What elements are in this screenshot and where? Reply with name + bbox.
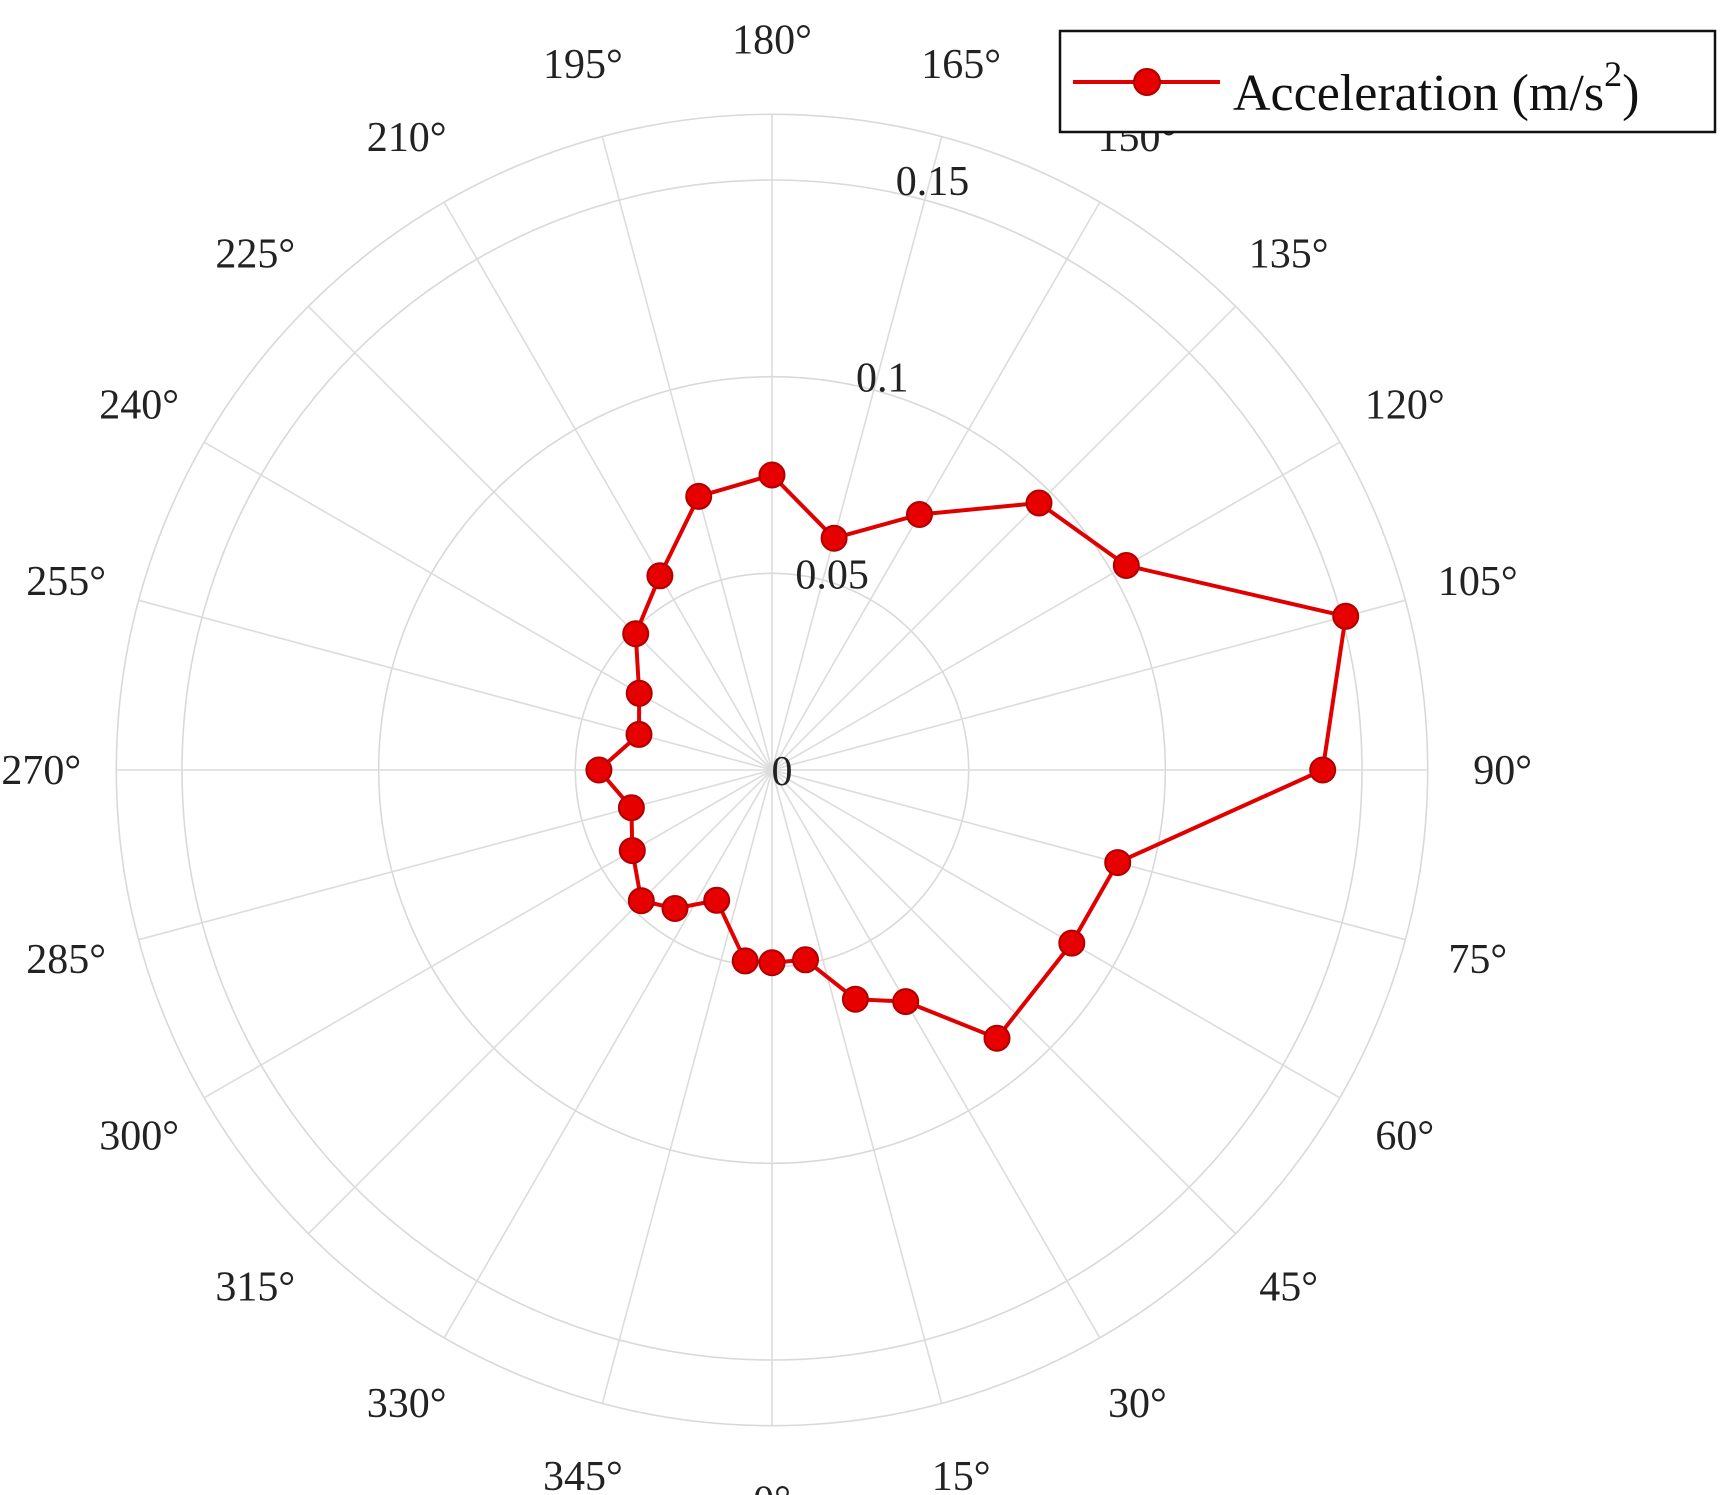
grid-spoke-1 <box>771 769 943 1404</box>
grid-spoke-4 <box>771 769 1341 1099</box>
series-line <box>596 473 1348 1041</box>
radial-tick-label: 0.1 <box>856 356 909 402</box>
angle-tick-label: 345° <box>543 1454 623 1495</box>
legend-label-end: ) <box>1622 65 1639 122</box>
angle-tick-label: 210° <box>367 115 447 161</box>
legend-marker-sample <box>1133 68 1161 96</box>
data-point <box>1332 602 1360 630</box>
data-point <box>841 985 869 1013</box>
data-point <box>983 1024 1011 1052</box>
grid-spoke-17 <box>138 599 773 771</box>
legend-label-main: Acceleration (m/s <box>1233 65 1604 122</box>
angle-tick-label: 285° <box>26 937 106 983</box>
data-point <box>1025 489 1053 517</box>
angle-tick-label: 270° <box>1 748 81 794</box>
grid-spoke-13 <box>601 136 773 771</box>
data-point <box>703 886 731 914</box>
angle-tick-label: 165° <box>921 42 1001 88</box>
data-point <box>820 524 848 552</box>
series-acceleration <box>585 461 1360 1052</box>
angle-tick-label: 315° <box>215 1265 295 1311</box>
angle-tick-label: 330° <box>367 1381 447 1427</box>
legend-label: Acceleration (m/s2) <box>1233 54 1639 122</box>
grid-spoke-22 <box>443 769 773 1339</box>
angle-tick-label: 75° <box>1448 937 1507 983</box>
grid-spoke-16 <box>203 441 773 771</box>
data-point <box>661 895 689 922</box>
data-point <box>758 949 786 977</box>
radial-tick-label: 0 <box>772 749 793 795</box>
data-point <box>585 756 613 784</box>
angle-tick-label: 30° <box>1108 1381 1167 1427</box>
data-point <box>625 720 653 748</box>
legend: Acceleration (m/s2) <box>1058 29 1717 134</box>
grid-spoke-3 <box>771 769 1237 1235</box>
angle-tick-label: 180° <box>732 17 812 63</box>
grid-spoke-9 <box>771 305 1237 771</box>
data-point <box>618 837 646 865</box>
angle-tick-label: 240° <box>99 383 179 429</box>
angle-tick-label: 45° <box>1259 1265 1318 1311</box>
grid-spoke-8 <box>771 441 1341 771</box>
angle-tick-label: 105° <box>1438 559 1518 605</box>
grid-spoke-20 <box>203 769 773 1099</box>
radial-tick-label: 0.05 <box>795 552 869 598</box>
grid-spoke-11 <box>771 136 943 771</box>
data-point <box>906 501 933 528</box>
data-point <box>1104 849 1132 877</box>
grid-spoke-21 <box>307 769 773 1235</box>
radial-labels: 0 0.05 0.1 0.15 <box>772 159 970 795</box>
legend-label-superscript: 2 <box>1604 54 1622 94</box>
angle-tick-label: 90° <box>1473 748 1532 794</box>
data-point <box>1309 756 1337 784</box>
data-point <box>685 482 713 510</box>
angle-tick-label: 300° <box>99 1113 179 1159</box>
angle-tick-label: 15° <box>932 1454 991 1495</box>
grid-spoke-7 <box>771 599 1406 771</box>
angle-tick-label: 0° <box>753 1479 791 1495</box>
angle-tick-label: 60° <box>1375 1113 1434 1159</box>
data-point <box>627 887 655 915</box>
grid-spoke-19 <box>138 769 773 941</box>
data-point <box>1058 929 1086 957</box>
grid-spoke-5 <box>771 769 1406 941</box>
grid-spoke-23 <box>601 769 773 1404</box>
data-point <box>625 679 653 707</box>
angle-labels: 0°15°30°45°60°75°90°105°120°135°150°165°… <box>1 17 1532 1495</box>
angle-tick-label: 195° <box>543 42 623 88</box>
data-point <box>731 947 759 975</box>
data-point <box>622 620 650 648</box>
grid-spoke-15 <box>307 305 773 771</box>
data-point <box>792 946 819 974</box>
data-point <box>617 794 645 822</box>
data-point <box>646 562 674 590</box>
angle-tick-label: 120° <box>1365 383 1445 429</box>
data-point <box>758 461 786 489</box>
angle-tick-label: 255° <box>26 559 106 605</box>
grid-spoke-2 <box>771 769 1101 1339</box>
angle-tick-label: 225° <box>215 231 295 277</box>
grid-spoke-14 <box>443 201 773 771</box>
data-point <box>892 988 920 1016</box>
polar-grid <box>115 113 1429 1427</box>
grid-spoke-10 <box>771 201 1101 771</box>
angle-tick-label: 135° <box>1249 231 1329 277</box>
data-point <box>1112 552 1140 579</box>
radial-tick-label: 0.15 <box>896 159 970 205</box>
